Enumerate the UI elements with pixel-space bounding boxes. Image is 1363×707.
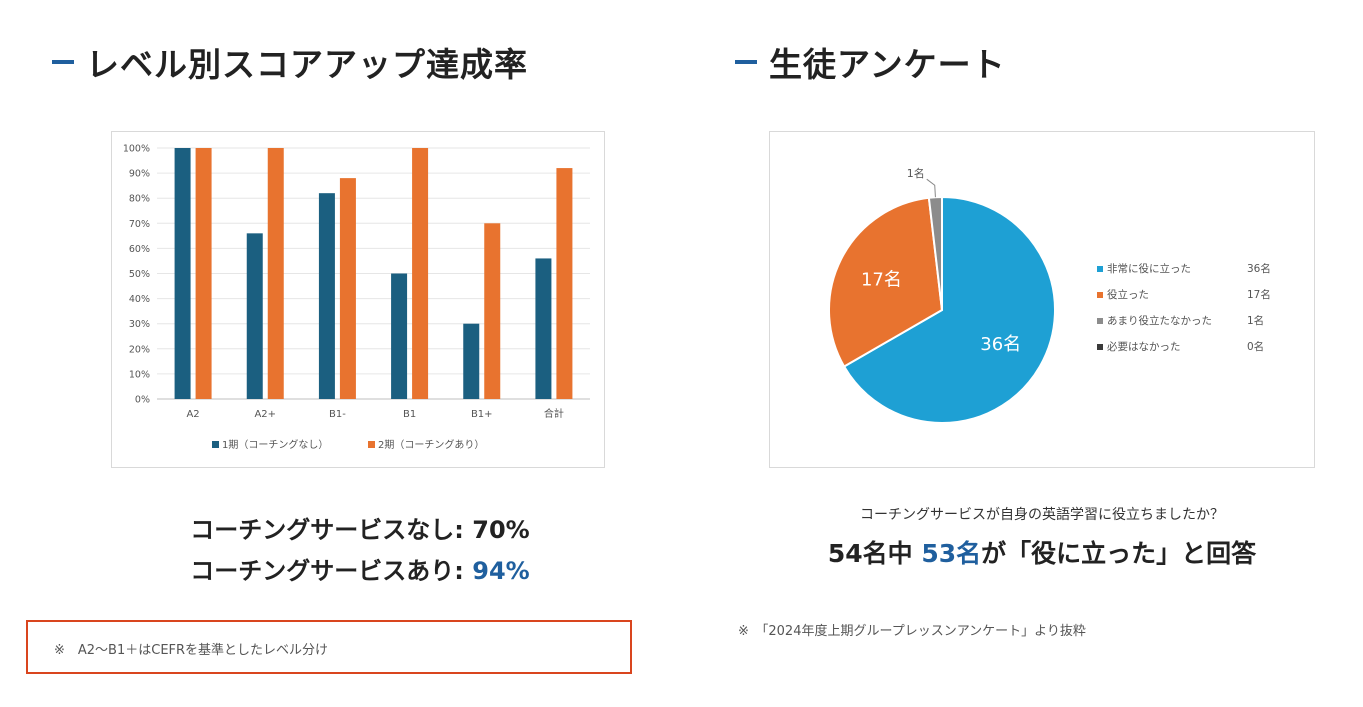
title-dash-icon <box>735 60 757 64</box>
bar-A2+-series1 <box>246 233 263 399</box>
pie-legend-value: 17名 <box>1247 288 1271 301</box>
survey-source-note: ※ 「2024年度上期グループレッスンアンケート」より抜粋 <box>738 624 1086 639</box>
bar-section-title-text: レベル別スコアアップ達成率 <box>86 45 528 84</box>
pie-legend-swatch <box>1097 292 1103 298</box>
stat-without-value: 70% <box>472 516 530 544</box>
y-tick-label: 10% <box>129 369 150 380</box>
legend-swatch-series2 <box>368 441 375 448</box>
pie-legend-name: あまり役立たなかった <box>1107 314 1212 327</box>
pie-data-label: 1名 <box>907 166 925 180</box>
pie-data-label: 17名 <box>861 270 902 291</box>
y-tick-label: 40% <box>129 294 150 305</box>
title-dash-icon <box>52 60 74 64</box>
pie-legend-swatch <box>1097 266 1103 272</box>
pie-chart-panel: 36名 17名 1名 非常に役に立った 36名 役立った 17名 あまり役立たなかった 1名 必要… <box>769 131 1315 468</box>
x-tick-label: 合計 <box>544 407 564 420</box>
stat-with-coaching: コーチングサービスあり: 94% <box>110 551 610 586</box>
bar-section-title: レベル別スコアアップ達成率 <box>52 38 528 86</box>
pie-slice-1 <box>842 195 1056 424</box>
pie-slice-2 <box>828 196 944 368</box>
survey-section-title-text: 生徒アンケート <box>769 45 1006 84</box>
bar-A2-series1 <box>174 148 191 399</box>
bar-B1-series2 <box>412 148 429 399</box>
bar-B1+-series2 <box>484 223 501 399</box>
stat-without-coaching: コーチングサービスなし: 70% <box>110 510 610 545</box>
pie-legend-value: 36名 <box>1247 262 1271 275</box>
x-tick-label: A2+ <box>254 409 276 420</box>
survey-question: コーチングサービスが自身の英語学習に役立ちましたか？ <box>860 507 1224 523</box>
bar-B1-series1 <box>391 273 408 399</box>
legend-label-series2: 2期（コーチングあり） <box>378 438 484 451</box>
cefr-note-box: ※ A2〜B1＋はCEFRを基準としたレベル分け <box>26 620 632 674</box>
bar-B1+-series1 <box>463 323 480 399</box>
pie-slice-3 <box>927 195 943 311</box>
y-tick-label: 0% <box>135 395 150 406</box>
x-tick-label: B1 <box>403 409 416 420</box>
y-tick-label: 100% <box>123 144 150 155</box>
bar-B1--series1 <box>318 193 335 399</box>
y-tick-label: 30% <box>129 319 150 330</box>
stat-without-label: コーチングサービスなし: <box>190 516 473 544</box>
stat-with-label: コーチングサービスあり: <box>190 557 473 585</box>
legend-label-series1: 1期（コーチングなし） <box>222 438 328 451</box>
pie-legend-swatch <box>1097 318 1103 324</box>
pie-legend-name: 非常に役に立った <box>1107 262 1191 275</box>
cefr-note-text: ※ A2〜B1＋はCEFRを基準としたレベル分け <box>54 643 329 658</box>
bar-B1--series2 <box>339 178 356 399</box>
legend-swatch-series1 <box>212 441 219 448</box>
pie-legend-value: 1名 <box>1247 314 1264 327</box>
pie-legend-name: 役立った <box>1107 288 1149 301</box>
pie-data-label: 36名 <box>980 334 1021 355</box>
x-tick-label: B1- <box>329 409 346 420</box>
survey-section-title: 生徒アンケート <box>735 38 1006 86</box>
y-tick-label: 90% <box>129 169 150 180</box>
y-tick-label: 60% <box>129 244 150 255</box>
bar-合計-series1 <box>535 258 552 399</box>
stat-with-value: 94% <box>472 557 530 585</box>
bar-合計-series2 <box>556 168 573 399</box>
x-tick-label: B1+ <box>471 409 493 420</box>
headline-post: が「役に立った」と回答 <box>981 539 1257 568</box>
y-tick-label: 80% <box>129 194 150 205</box>
bar-A2-series2 <box>195 148 212 399</box>
headline-pre: 54名中 <box>827 539 922 568</box>
y-tick-label: 70% <box>129 219 150 230</box>
pie-legend-name: 必要はなかった <box>1107 340 1181 353</box>
pie-legend-value: 0名 <box>1247 340 1264 353</box>
y-tick-label: 50% <box>129 269 150 280</box>
pie-legend-swatch <box>1097 344 1103 350</box>
x-tick-label: A2 <box>186 409 199 420</box>
bar-chart: 0% 10% 20% 30% 40% 50% 60% 70% 80% 90% 100% A2 A2+ B1… <box>123 144 590 451</box>
survey-headline: 54名中 53名が「役に立った」と回答 <box>770 534 1314 570</box>
bar-A2+-series2 <box>267 148 284 399</box>
bar-chart-panel: 0% 10% 20% 30% 40% 50% 60% 70% 80% 90% 100% A2 A2+ B1… <box>111 131 605 468</box>
headline-highlight: 53名 <box>921 539 982 568</box>
y-tick-label: 20% <box>129 344 150 355</box>
pie-leader-line <box>926 178 936 198</box>
